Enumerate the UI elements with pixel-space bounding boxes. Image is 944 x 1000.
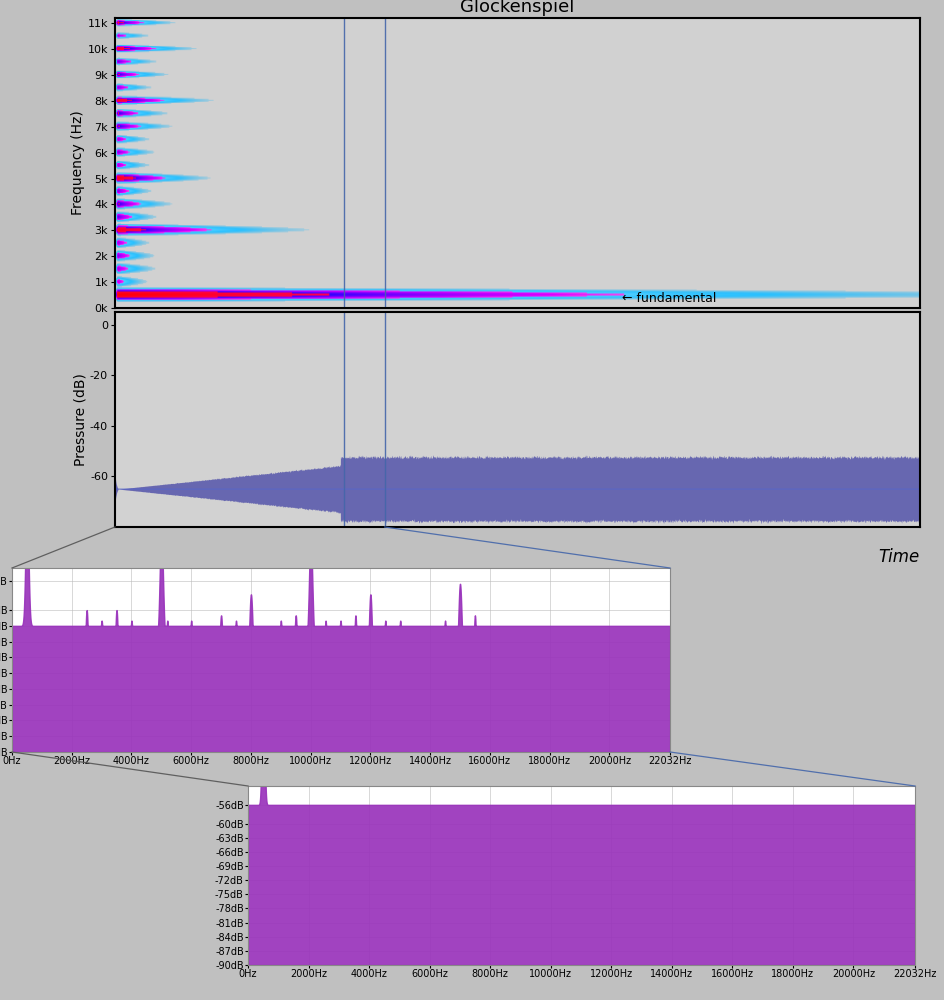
Y-axis label: Frequency (Hz): Frequency (Hz) — [71, 111, 85, 215]
Title: Glockenspiel: Glockenspiel — [460, 0, 574, 16]
Text: ← fundamental: ← fundamental — [621, 292, 716, 305]
Text: Time: Time — [878, 548, 919, 566]
Y-axis label: Pressure (dB): Pressure (dB) — [73, 373, 87, 466]
